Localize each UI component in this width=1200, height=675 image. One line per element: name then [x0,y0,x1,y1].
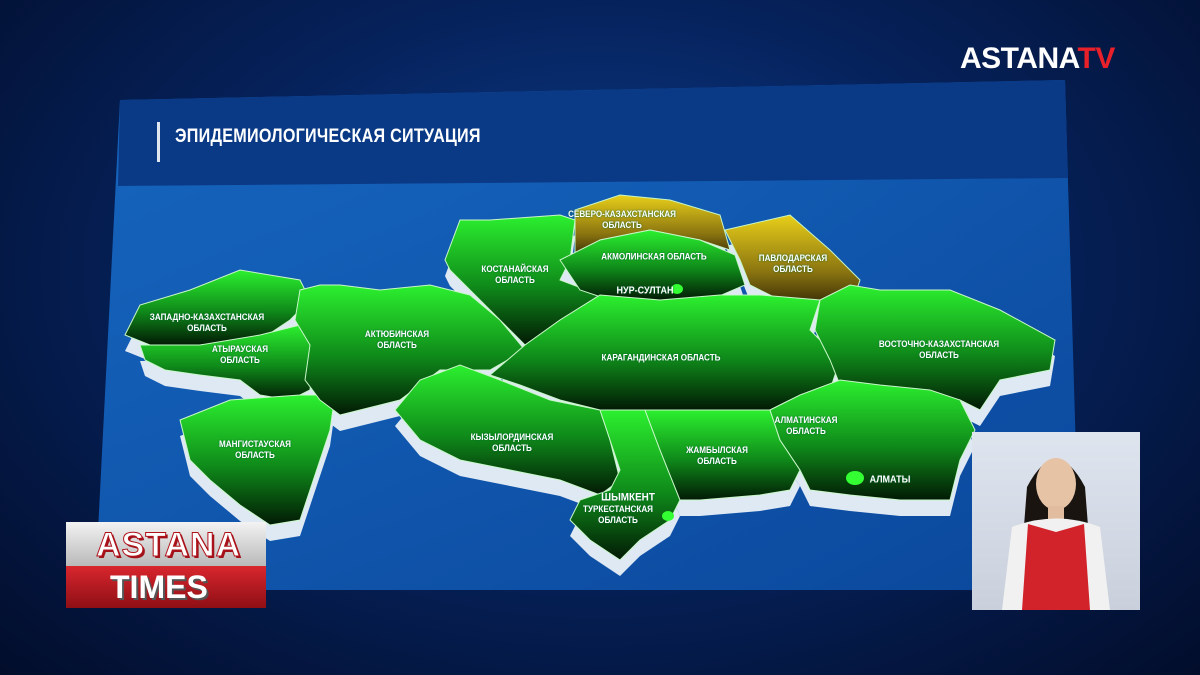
region-name-suffix: ОБЛАСТЬ [495,275,535,285]
region-name: АКМОЛИНСКАЯ ОБЛАСТЬ [601,251,707,262]
region-label: КЫЗЫЛОРДИНСКАЯ ОБЛАСТЬ [471,432,554,454]
region-label: АТЫРАУСКАЯ ОБЛАСТЬ [212,344,268,366]
region-name: ЗАПАДНО-КАЗАХСТАНСКАЯ [149,312,265,322]
region-shape [644,409,801,501]
region-name: ПАВЛОДАРСКАЯ [758,253,828,263]
region-name: ЖАМБЫЛСКАЯ [686,445,748,455]
region-name: КОСТАНАЙСКАЯ [481,264,549,274]
region-name-suffix: ОБЛАСТЬ [187,323,227,333]
region-name-suffix: ОБЛАСТЬ [773,264,813,274]
region-shape [179,394,336,526]
region-name: КАРАГАНДИНСКАЯ ОБЛАСТЬ [601,352,721,363]
region-label: ТУРКЕСТАНСКАЯ ОБЛАСТЬ [583,504,653,526]
title-strip [118,80,1068,186]
region-name: МАНГИСТАУСКАЯ [219,439,291,449]
region-name: АТЫРАУСКАЯ [211,344,269,354]
region-label: МАНГИСТАУСКАЯ ОБЛАСТЬ [219,439,291,461]
city-label: НУР-СУЛТАН [616,285,674,297]
region-name-suffix: ОБЛАСТЬ [598,515,638,525]
region-name: АЛМАТИНСКАЯ [774,415,838,425]
region-name-suffix: ОБЛАСТЬ [786,426,826,436]
region-label: КОСТАНАЙСКАЯ ОБЛАСТЬ [481,264,548,286]
region-label: АКМОЛИНСКАЯ ОБЛАСТЬ [601,252,706,263]
region-shape [394,364,621,496]
region-name-suffix: ОБЛАСТЬ [377,340,417,350]
city-label: ШЫМКЕНТ [601,491,655,504]
region-name: ТУРКЕСТАНСКАЯ [583,504,653,514]
region-label: КАРАГАНДИНСКАЯ ОБЛАСТЬ [602,353,721,364]
region-name-suffix: ОБЛАСТЬ [697,456,737,466]
title-divider [157,122,160,162]
region-name-suffix: ОБЛАСТЬ [919,350,959,360]
page-title: ЭПИДЕМИОЛОГИЧЕСКАЯ СИТУАЦИЯ [175,126,481,147]
region-label: СЕВЕРО-КАЗАХСТАНСКАЯ ОБЛАСТЬ [568,209,676,231]
region-label: ВОСТОЧНО-КАЗАХСТАНСКАЯ ОБЛАСТЬ [879,339,999,361]
region-name-suffix: ОБЛАСТЬ [235,450,275,460]
region-name: СЕВЕРО-КАЗАХСТАНСКАЯ [568,209,676,219]
sign-language-interpreter-video [972,432,1140,610]
region-name-suffix: ОБЛАСТЬ [492,443,532,453]
region-shape [814,284,1056,411]
astana-times-logo: ASTANA TIMES [66,522,266,608]
region-label: ПАВЛОДАРСКАЯ ОБЛАСТЬ [759,253,827,275]
region-label: АКТЮБИНСКАЯ ОБЛАСТЬ [365,329,429,351]
city-marker [846,471,864,485]
city-marker [662,511,674,521]
region-name: АКТЮБИНСКАЯ [364,329,430,339]
region-label: ЗАПАДНО-КАЗАХСТАНСКАЯ ОБЛАСТЬ [150,312,264,334]
astana-tv-logo: ASTANATV [960,42,1115,75]
city-marker [671,284,683,294]
region-label: АЛМАТИНСКАЯ ОБЛАСТЬ [775,415,838,437]
region-name: ВОСТОЧНО-КАЗАХСТАНСКАЯ [878,339,1000,349]
region-label: ЖАМБЫЛСКАЯ ОБЛАСТЬ [686,445,748,467]
region-shape [769,379,976,501]
city-label: АЛМАТЫ [869,474,911,486]
region-name-suffix: ОБЛАСТЬ [220,355,260,365]
region-name-suffix: ОБЛАСТЬ [602,220,642,230]
region-name: КЫЗЫЛОРДИНСКАЯ [470,432,554,442]
